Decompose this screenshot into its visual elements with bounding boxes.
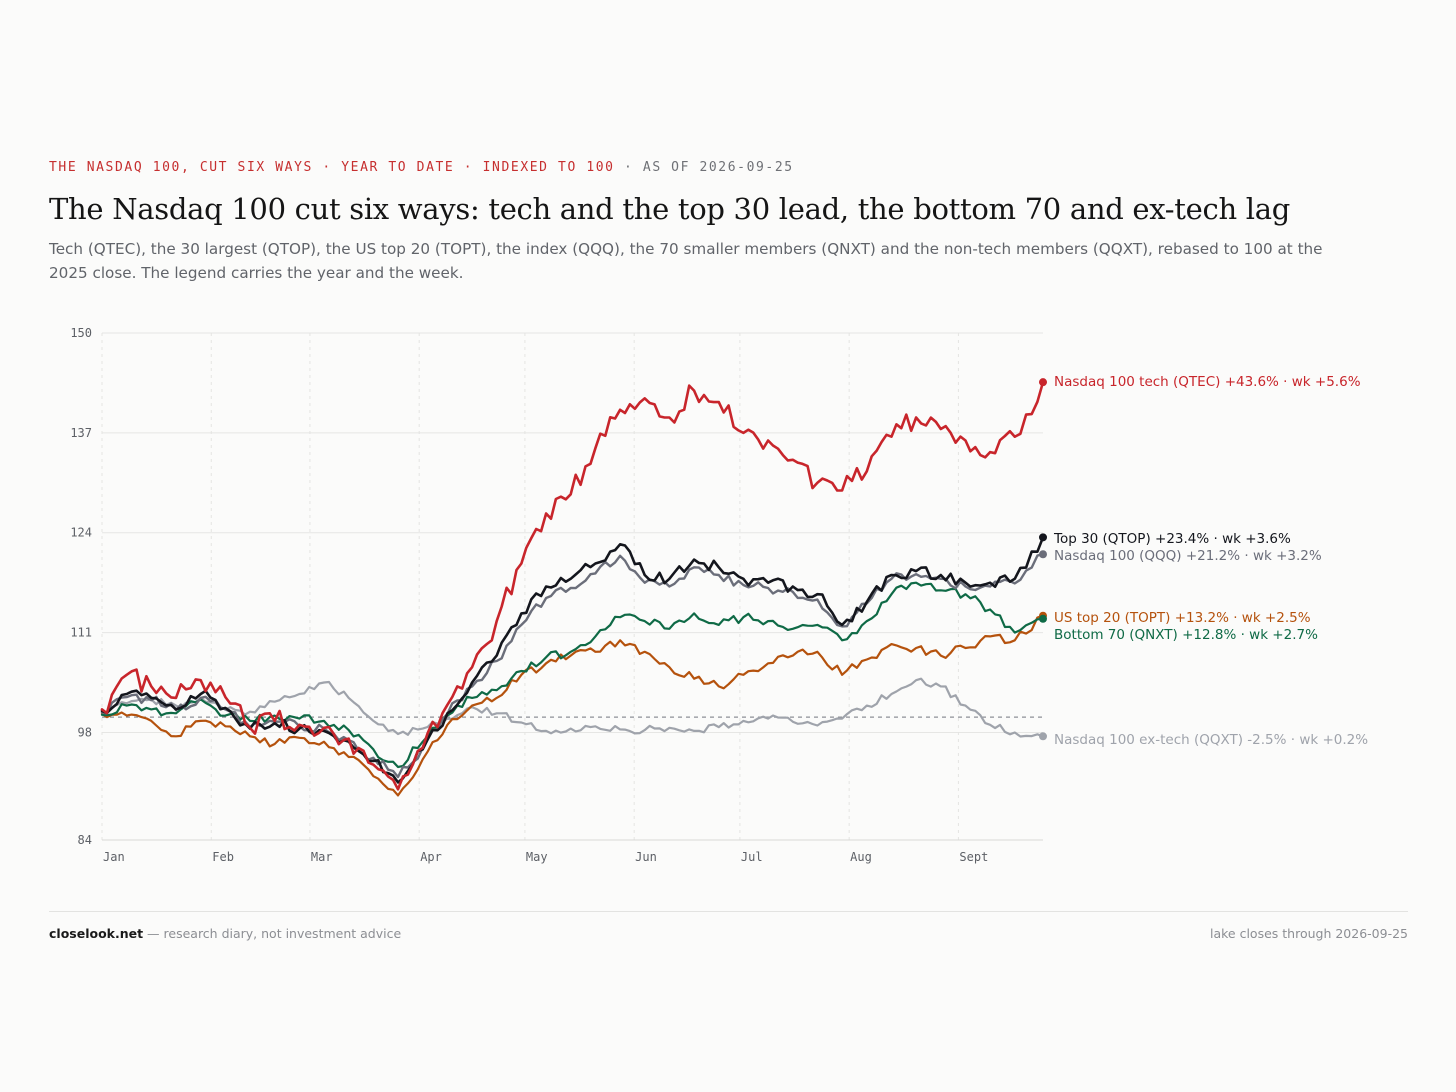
x-tick-label: May <box>526 850 548 864</box>
y-tick-label: 111 <box>70 626 92 640</box>
footer-note: lake closes through 2026-09-25 <box>1209 926 1408 941</box>
x-tick-label: Jun <box>635 850 657 864</box>
series-line <box>100 380 1045 791</box>
series-end-dot <box>1039 378 1047 387</box>
chart-series <box>100 380 1045 797</box>
series-line <box>100 614 1045 797</box>
x-tick-label: Feb <box>212 850 234 864</box>
y-tick-label: 150 <box>70 326 92 340</box>
x-tick-label: Jul <box>741 850 763 864</box>
line-chart: 84 98 111 124 137 150 Jan Feb Mar Apr May Jun Jul Aug… <box>70 326 1368 864</box>
series-end-label: US top 20 (TOPT) +13.2% · wk +2.5% <box>1054 610 1311 626</box>
chart-axes: 84 98 111 124 137 150 Jan Feb Mar Apr May Jun Jul Aug… <box>70 326 1043 864</box>
series-end-dot <box>1039 533 1047 542</box>
footer-brand[interactable]: closelook.net <box>49 926 144 941</box>
series-end-dot <box>1039 550 1047 559</box>
series-end-label: Nasdaq 100 ex-tech (QQXT) -2.5% · wk +0.… <box>1054 732 1368 748</box>
series-end-label: Bottom 70 (QNXT) +12.8% · wk +2.7% <box>1054 627 1318 643</box>
chart-grid <box>101 332 1043 841</box>
footer-tagline: — research diary, not investment advice <box>143 926 402 941</box>
chart-kicker: THE NASDAQ 100, CUT SIX WAYS · YEAR TO D… <box>49 160 794 175</box>
series-end-dot <box>1039 732 1047 741</box>
x-tick-label: Apr <box>420 850 442 864</box>
y-tick-label: 98 <box>78 725 92 739</box>
y-tick-label: 137 <box>70 426 92 440</box>
series-end-label: Top 30 (QTOP) +23.4% · wk +3.6% <box>1053 531 1291 547</box>
series-line <box>100 581 1045 769</box>
x-tick-label: Aug <box>850 850 872 864</box>
kicker-main: THE NASDAQ 100, CUT SIX WAYS · YEAR TO D… <box>49 160 615 175</box>
series-end-label: Nasdaq 100 tech (QTEC) +43.6% · wk +5.6% <box>1054 374 1361 390</box>
kicker-date: · AS OF 2026-09-25 <box>614 160 794 175</box>
chart-end-labels: Nasdaq 100 tech (QTEC) +43.6% · wk +5.6%… <box>1039 374 1368 748</box>
footer-divider <box>49 911 1408 912</box>
series-line <box>100 553 1045 779</box>
y-tick-label: 84 <box>78 833 92 847</box>
series-end-label: Nasdaq 100 (QQQ) +21.2% · wk +3.2% <box>1054 548 1322 564</box>
footer-credit: closelook.net — research diary, not inve… <box>49 926 401 941</box>
x-tick-label: Jan <box>103 850 125 864</box>
y-tick-label: 124 <box>70 526 92 540</box>
chart-subtitle: Tech (QTEC), the 30 largest (QTOP), the … <box>49 240 1323 282</box>
x-tick-label: Mar <box>311 850 333 864</box>
chart-title: The Nasdaq 100 cut six ways: tech and th… <box>49 192 1290 226</box>
x-tick-label: Sept <box>959 850 988 864</box>
series-line <box>100 677 1045 738</box>
series-end-dot <box>1039 614 1047 623</box>
